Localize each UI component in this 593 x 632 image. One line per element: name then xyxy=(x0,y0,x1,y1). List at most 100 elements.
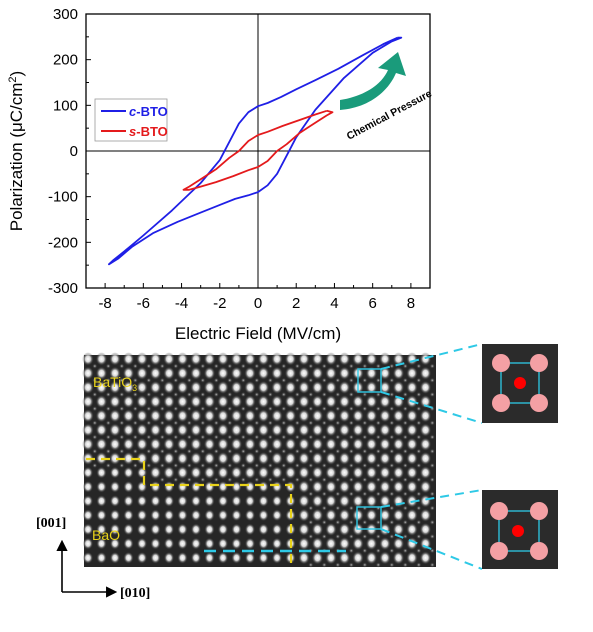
lattice-atom-minor xyxy=(146,406,152,412)
lattice-atom xyxy=(325,480,337,494)
lattice-atom-minor xyxy=(132,462,138,469)
lattice-atom-minor xyxy=(173,363,179,369)
lattice-atom-minor xyxy=(402,491,408,497)
lattice-atom xyxy=(298,423,310,437)
lattice-atom-minor xyxy=(200,363,206,369)
lattice-atom-minor xyxy=(321,406,327,412)
lattice-atom xyxy=(284,352,297,366)
lattice-atom-minor xyxy=(321,462,327,469)
lattice-atom xyxy=(311,451,324,466)
lattice-atom-minor xyxy=(213,406,219,412)
lattice-atom-minor xyxy=(335,462,341,469)
lattice-atom xyxy=(271,423,283,437)
lattice-atom xyxy=(298,380,310,395)
lattice-atom xyxy=(365,451,378,466)
lattice-atom xyxy=(244,352,256,366)
lattice-atom-minor xyxy=(402,477,408,483)
lattice-atom xyxy=(392,508,405,522)
lattice-atom-minor xyxy=(281,391,287,398)
lattice-atom xyxy=(392,536,405,551)
lattice-atom xyxy=(177,480,188,493)
lattice-atom-minor xyxy=(281,434,287,440)
inset-bottom-cell xyxy=(498,510,540,552)
lattice-atom-minor xyxy=(308,491,314,497)
lattice-atom xyxy=(406,508,418,522)
lattice-atom-minor xyxy=(186,420,192,426)
lattice-atom xyxy=(150,537,161,550)
lattice-atom xyxy=(149,451,162,466)
lattice-atom-minor xyxy=(362,406,368,412)
lattice-atom xyxy=(338,423,351,437)
lattice-atom-minor xyxy=(92,420,98,426)
lattice-atom xyxy=(177,509,188,522)
lattice-atom xyxy=(163,394,175,409)
selection-box-top xyxy=(357,368,382,393)
lattice-atom-minor xyxy=(389,363,395,369)
lattice-atom xyxy=(163,509,175,522)
lattice-atom xyxy=(230,465,243,480)
lattice-atom-minor xyxy=(200,377,206,383)
lattice-atom xyxy=(231,480,242,493)
lattice-atom xyxy=(284,437,297,451)
lattice-atom-minor xyxy=(335,363,341,369)
lattice-atom xyxy=(271,409,283,423)
lattice-atom xyxy=(204,509,215,522)
lattice-atom-minor xyxy=(105,391,111,398)
lattice-atom xyxy=(95,423,108,437)
lattice-atom-minor xyxy=(186,462,192,469)
lattice-atom xyxy=(96,480,107,493)
lattice-atom xyxy=(271,366,283,380)
lattice-atom xyxy=(203,394,216,409)
inset-top-atom-corner xyxy=(492,394,510,412)
lattice-atom-minor xyxy=(375,448,381,454)
lattice-atom-minor xyxy=(281,363,287,369)
lattice-atom xyxy=(204,551,215,564)
lattice-atom-minor xyxy=(335,519,341,525)
lattice-atom xyxy=(122,451,135,466)
lattice-atom xyxy=(392,366,405,380)
lattice-atom-minor xyxy=(173,391,179,398)
lattice-atom-minor xyxy=(321,491,327,497)
lattice-atom xyxy=(136,537,148,550)
lattice-atom xyxy=(123,466,134,479)
lattice-atom xyxy=(230,380,243,395)
y-tick-label: 100 xyxy=(53,97,78,114)
lattice-atom-minor xyxy=(200,462,206,469)
lattice-atom-minor xyxy=(402,377,408,383)
lattice-atom xyxy=(163,352,175,366)
lattice-atom-minor xyxy=(375,562,381,568)
lattice-atom xyxy=(311,494,324,508)
lattice-atom-minor xyxy=(92,363,98,369)
lattice-atom xyxy=(284,409,297,423)
lattice-atom xyxy=(136,466,148,479)
lattice-atom xyxy=(271,437,283,451)
lattice-atom xyxy=(176,423,189,437)
lattice-atom xyxy=(230,366,243,380)
lattice-atom-minor xyxy=(267,477,273,483)
lattice-atom-minor xyxy=(416,562,422,568)
lattice-atom xyxy=(379,423,391,437)
lattice-atom xyxy=(338,409,351,423)
lattice-atom-minor xyxy=(146,363,152,369)
lattice-atom-minor xyxy=(389,548,395,554)
lattice-atom xyxy=(406,480,418,494)
lattice-atom-minor xyxy=(348,391,354,398)
lattice-atom-minor xyxy=(159,363,165,369)
lattice-atom xyxy=(136,394,148,409)
lattice-atom xyxy=(190,423,202,437)
lattice-atom xyxy=(176,451,189,466)
lattice-atom xyxy=(204,480,215,493)
lattice-atom-minor xyxy=(389,562,395,568)
lattice-atom-minor xyxy=(416,462,422,469)
lattice-atom xyxy=(217,495,229,507)
lattice-atom-minor xyxy=(200,406,206,412)
lattice-atom xyxy=(325,394,337,409)
lattice-atom-minor xyxy=(281,420,287,426)
lattice-atom-minor xyxy=(362,548,368,554)
lattice-atom xyxy=(217,551,229,564)
lattice-atom xyxy=(258,509,269,522)
lattice-atom xyxy=(82,480,94,493)
lattice-atom xyxy=(352,352,364,366)
lattice-atom xyxy=(392,465,405,480)
lattice-atom xyxy=(338,480,351,494)
